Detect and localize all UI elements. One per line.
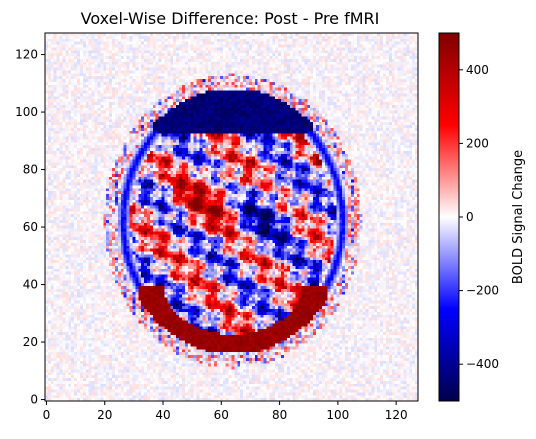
colorbar-tick-label: 200 xyxy=(466,136,489,150)
colorbar-tick-label: −200 xyxy=(466,284,499,298)
y-tick-label: 60 xyxy=(23,220,38,234)
y-tick-label: 100 xyxy=(15,105,38,119)
x-tick-label: 120 xyxy=(385,408,408,422)
colorbar: −400 −200 0 200 400 xyxy=(438,32,499,402)
y-tick-label: 80 xyxy=(23,163,38,177)
x-tick-label: 20 xyxy=(97,408,112,422)
x-tick-label: 60 xyxy=(214,408,229,422)
x-tick-label: 80 xyxy=(272,408,287,422)
colorbar-tick-label: 400 xyxy=(466,63,489,77)
x-axis: 0 20 40 60 80 100 120 xyxy=(43,401,408,422)
y-tick-label: 20 xyxy=(23,335,38,349)
heatmap-image xyxy=(45,33,418,401)
y-tick-label: 40 xyxy=(23,278,38,292)
y-tick-label: 0 xyxy=(30,393,38,407)
x-tick-label: 0 xyxy=(43,408,51,422)
y-axis: 0 20 40 60 80 100 120 xyxy=(15,48,45,407)
x-tick-label: 40 xyxy=(155,408,170,422)
colorbar-label: BOLD Signal Change xyxy=(511,150,526,284)
plot-area xyxy=(44,32,419,402)
colorbar-tick-label: −400 xyxy=(466,357,499,371)
y-tick-label: 120 xyxy=(15,48,38,62)
x-tick-label: 100 xyxy=(326,408,349,422)
plot-frame xyxy=(44,32,419,402)
colorbar-gradient xyxy=(438,32,460,402)
chart-title: Voxel-Wise Difference: Post - Pre fMRI xyxy=(81,9,380,28)
colorbar-tick-label: 0 xyxy=(466,210,474,224)
